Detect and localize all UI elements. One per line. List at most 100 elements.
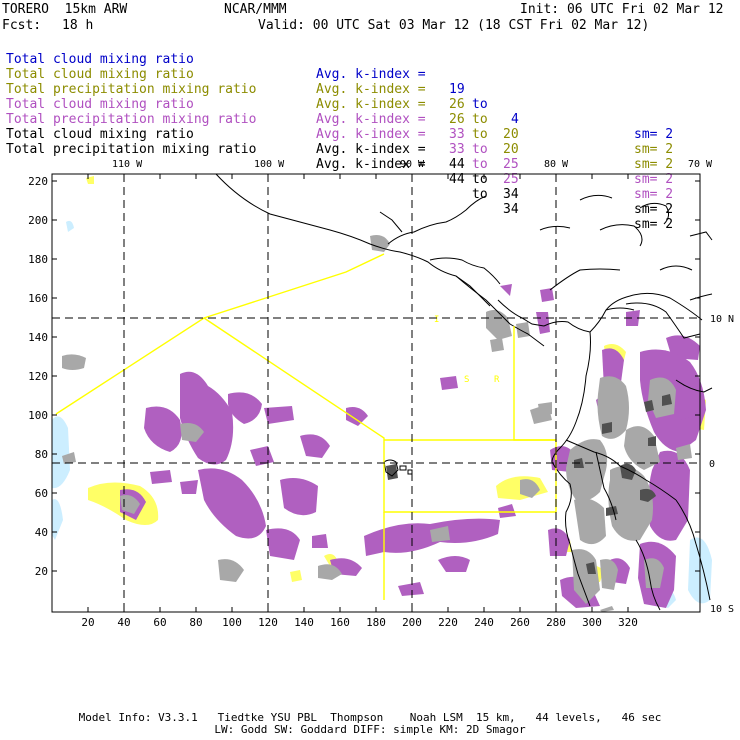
- field-index-from: 26: [449, 112, 465, 127]
- center-label: NCAR/MMM: [224, 2, 287, 17]
- region-boxes: [55, 253, 557, 600]
- field-row: Total cloud mixing ratio Avg. k-index = …: [6, 52, 673, 172]
- field-name: Total cloud mixing ratio: [6, 127, 194, 142]
- lon-label: 110 W: [112, 159, 143, 170]
- field-index-from: 19: [449, 82, 465, 97]
- x-tick-label: 120: [258, 616, 278, 629]
- field-index-label: Avg. k-index =: [316, 97, 426, 112]
- field-smoothing: sm= 2: [634, 187, 674, 202]
- region-mark: S: [464, 375, 469, 385]
- y-tick-label: 80: [35, 448, 48, 461]
- field-index-label: Avg. k-index =: [316, 112, 426, 127]
- y-tick-label: 180: [28, 253, 48, 266]
- field-name: Total precipitation mixing ratio: [6, 142, 257, 157]
- x-axis-ticks: 20 40 60 80 100 120 140 160 180 200 220 240 260 280 30…: [81, 174, 638, 629]
- graticule-lines: [52, 174, 700, 612]
- x-tick-label: 40: [117, 616, 130, 629]
- field-name: Total cloud mixing ratio: [6, 97, 194, 112]
- y-tick-label: 200: [28, 214, 48, 227]
- x-tick-label: 80: [189, 616, 202, 629]
- valid-time: Valid: 00 UTC Sat 03 Mar 12 (18 CST Fri …: [258, 18, 650, 33]
- x-tick-label: 220: [438, 616, 458, 629]
- field-index-label: Avg. k-index =: [316, 157, 426, 172]
- field-index-from: 33: [449, 127, 465, 142]
- forecast-hours: 18 h: [62, 18, 94, 33]
- field-smoothing: sm= 2: [634, 142, 674, 157]
- field-index-label: Avg. k-index =: [316, 67, 426, 82]
- x-tick-label: 140: [294, 616, 314, 629]
- y-tick-label: 140: [28, 331, 48, 344]
- field-index-to: 25: [503, 172, 519, 187]
- lat-label: 10 N: [710, 314, 734, 325]
- field-index-from: 44: [449, 172, 465, 187]
- y-tick-label: 220: [28, 175, 48, 188]
- field-name: Total precipitation mixing ratio: [6, 82, 257, 97]
- field-name: Total precipitation mixing ratio: [6, 112, 257, 127]
- field-row: Total precipitation mixing ratio Avg. k-…: [6, 67, 673, 187]
- field-index-to: 4: [511, 112, 519, 127]
- field-index-label: Avg. k-index =: [316, 142, 426, 157]
- y-axis-ticks: 220 200 180 160 140 120 100 80 60 40 20: [28, 175, 700, 578]
- field-index-label: Avg. k-index =: [316, 82, 426, 97]
- x-tick-label: 320: [618, 616, 638, 629]
- x-tick-label: 180: [366, 616, 386, 629]
- y-tick-label: 20: [35, 565, 48, 578]
- y-tick-label: 160: [28, 292, 48, 305]
- field-row: Total cloud mixing ratio Avg. k-index = …: [6, 82, 673, 202]
- x-tick-label: 280: [546, 616, 566, 629]
- x-tick-label: 240: [474, 616, 494, 629]
- y-tick-label: 60: [35, 487, 48, 500]
- field-smoothing: sm= 2: [634, 217, 674, 232]
- field-name: Total cloud mixing ratio: [6, 67, 194, 82]
- x-tick-label: 160: [330, 616, 350, 629]
- region-box-marks: I S R: [434, 315, 500, 385]
- precip-purple-areas: [120, 284, 706, 608]
- model-info-line-2: LW: Godd SW: Goddard DIFF: simple KM: 2D…: [214, 723, 526, 736]
- x-tick-label: 200: [402, 616, 422, 629]
- field-index-to: 25: [503, 157, 519, 172]
- x-tick-label: 60: [153, 616, 166, 629]
- field-index-to: 20: [503, 127, 519, 142]
- region-mark: R: [494, 375, 500, 385]
- init-time: Init: 06 UTC Fri 02 Mar 12: [520, 2, 724, 17]
- field-index-to-word: to: [472, 187, 488, 202]
- y-tick-label: 40: [35, 526, 48, 539]
- field-index-from: 44: [449, 157, 465, 172]
- field-row: Total cloud mixing ratio Avg. k-index = …: [6, 37, 673, 157]
- x-tick-label: 300: [582, 616, 602, 629]
- model-info-line-1: Model Info: V3.3.1 Tiedtke YSU PBL Thomp…: [78, 711, 662, 724]
- field-index-to-word: to: [472, 97, 488, 112]
- field-index-to: 20: [503, 142, 519, 157]
- field-index-label: Avg. k-index =: [316, 127, 426, 142]
- field-index-to: 34: [503, 187, 519, 202]
- field-row: Total cloud mixing ratio Avg. k-index = …: [6, 112, 673, 232]
- lon-label: 100 W: [254, 159, 285, 170]
- field-name: Total cloud mixing ratio: [6, 52, 194, 67]
- latitude-labels: 10 N 0 10 S: [709, 314, 734, 615]
- forecast-label: Fcst:: [2, 18, 42, 33]
- y-tick-label: 120: [28, 370, 48, 383]
- field-smoothing: sm= 2: [634, 202, 674, 217]
- field-smoothing: sm= 2: [634, 127, 674, 142]
- x-tick-label: 100: [222, 616, 242, 629]
- field-smoothing: sm= 2: [634, 157, 674, 172]
- model-title: TORERO 15km ARW: [2, 2, 128, 17]
- y-tick-label: 100: [28, 409, 48, 422]
- field-row: Total precipitation mixing ratio Avg. k-…: [6, 97, 673, 217]
- field-index-to-word: to: [472, 157, 488, 172]
- region-mark: I: [434, 315, 439, 325]
- field-index-from: 26: [449, 97, 465, 112]
- field-index-from: 33: [449, 142, 465, 157]
- lon-label: 90 W: [400, 159, 425, 170]
- lon-label: 70 W: [688, 159, 713, 170]
- field-index-to: 34: [503, 202, 519, 217]
- lat-label: 0: [709, 459, 715, 470]
- x-tick-label: 20: [81, 616, 94, 629]
- field-smoothing: sm= 2: [634, 172, 674, 187]
- lon-label: 80 W: [544, 159, 569, 170]
- longitude-labels: 110 W 100 W 90 W 80 W 70 W: [112, 159, 713, 170]
- x-tick-label: 260: [510, 616, 530, 629]
- field-index-to-word: to: [472, 127, 488, 142]
- field-index-to-word: to: [472, 142, 488, 157]
